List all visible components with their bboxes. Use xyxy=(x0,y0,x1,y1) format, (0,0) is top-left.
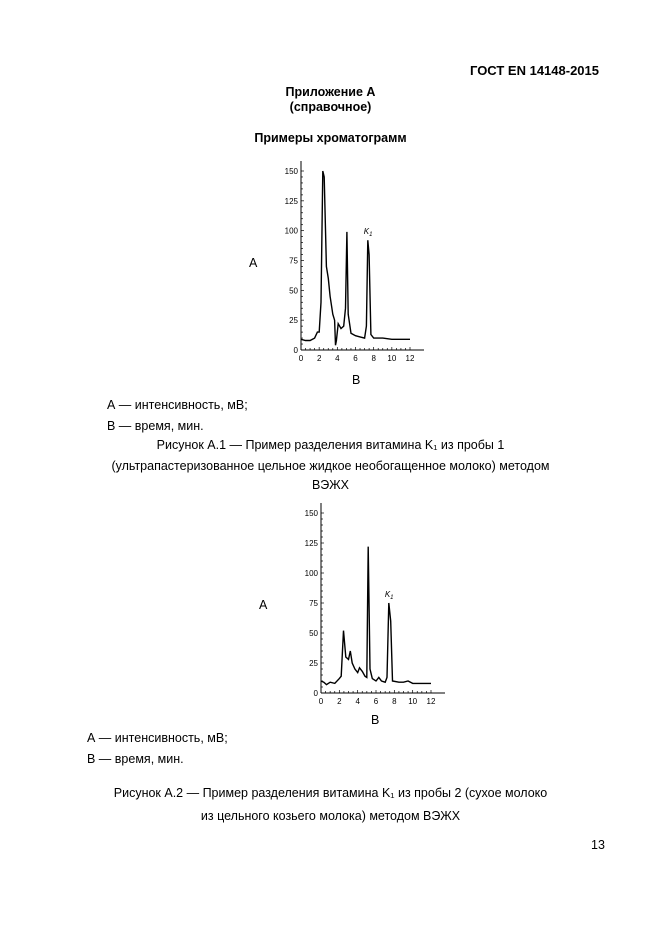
x-tick-label: 6 xyxy=(374,697,379,706)
chart1-xlabel: В xyxy=(352,373,361,387)
x-tick-label: 12 xyxy=(427,697,436,706)
y-tick-label: 75 xyxy=(309,599,318,608)
x-tick-label: 12 xyxy=(406,354,415,363)
x-tick-label: 0 xyxy=(319,697,324,706)
x-tick-label: 8 xyxy=(371,354,376,363)
x-tick-label: 0 xyxy=(299,354,304,363)
peak-label-k1: K1 xyxy=(364,227,373,238)
y-tick-label: 150 xyxy=(285,167,299,176)
caption-2-line2: из цельного козьего молока) методом ВЭЖХ xyxy=(200,809,461,823)
caption-1-line1: Рисунок А.1 — Пример разделения витамина… xyxy=(156,438,505,452)
caption-1-line3: ВЭЖХ xyxy=(311,478,350,492)
standard-number: ГОСТ EN 14148-2015 xyxy=(470,63,599,78)
x-tick-label: 10 xyxy=(408,697,417,706)
chromatogram-trace xyxy=(320,546,431,686)
caption-1-line2: (ультрапастеризованное цельное жидкое не… xyxy=(111,459,550,473)
x-tick-label: 10 xyxy=(387,354,396,363)
x-tick-label: 2 xyxy=(317,354,322,363)
y-tick-label: 50 xyxy=(289,286,298,295)
chart1-ylabel: А xyxy=(249,256,258,270)
y-tick-label: 100 xyxy=(305,569,319,578)
peak-label-k1: K1 xyxy=(385,590,394,601)
x-tick-label: 2 xyxy=(337,697,342,706)
y-tick-label: 125 xyxy=(305,539,319,548)
appendix-title: Приложение А xyxy=(285,85,376,99)
y-tick-label: 75 xyxy=(289,257,298,266)
legend-b-2: В — время, мин. xyxy=(87,752,184,766)
x-tick-label: 4 xyxy=(355,697,360,706)
y-tick-label: 0 xyxy=(294,346,299,355)
legend-a-2: А — интенсивность, мВ; xyxy=(87,731,228,745)
y-tick-label: 25 xyxy=(289,316,298,325)
x-tick-label: 4 xyxy=(335,354,340,363)
legend-b-1: В — время, мин. xyxy=(107,419,204,433)
y-tick-label: 0 xyxy=(314,689,319,698)
y-tick-label: 125 xyxy=(285,197,299,206)
page-number: 13 xyxy=(591,838,605,852)
y-tick-label: 50 xyxy=(309,629,318,638)
x-tick-label: 8 xyxy=(392,697,397,706)
y-tick-label: 150 xyxy=(305,509,319,518)
y-tick-label: 25 xyxy=(309,659,318,668)
appendix-subtitle: (справочное) xyxy=(289,100,372,114)
chromatogram-trace xyxy=(300,170,410,346)
legend-a-1: А — интенсивность, мВ; xyxy=(107,398,248,412)
y-tick-label: 100 xyxy=(285,227,299,236)
caption-2-line1: Рисунок А.2 — Пример разделения витамина… xyxy=(113,786,548,800)
chart2-ylabel: А xyxy=(259,598,268,612)
section-title: Примеры хроматограмм xyxy=(254,131,407,145)
x-tick-label: 6 xyxy=(353,354,358,363)
chart2-xlabel: В xyxy=(371,713,380,727)
